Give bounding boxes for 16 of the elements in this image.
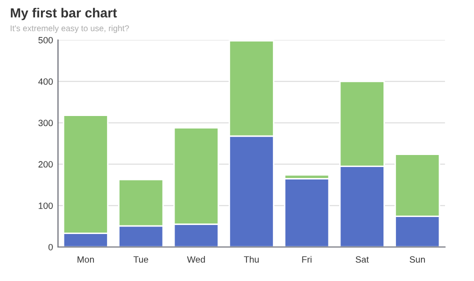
x-tick-label: Mon	[78, 256, 94, 263]
y-tick-label: 500	[38, 36, 53, 44]
x-tick-label: Sat	[356, 256, 369, 263]
x-tick-label: Wed	[187, 256, 205, 263]
y-tick-label: 300	[38, 120, 53, 126]
bar	[284, 178, 330, 247]
y-tick-label: 400	[38, 78, 53, 85]
y-tick-label: 100	[38, 202, 53, 209]
x-tick-label: Tue	[134, 256, 148, 263]
x-tick-label: Fri	[302, 256, 312, 263]
x-tick-label: Thu	[244, 256, 259, 263]
chart-title: My first bar chart	[10, 8, 117, 20]
chart-subtitle: It's extremely easy to use, right?	[10, 25, 129, 33]
y-tick-label: 0	[48, 244, 53, 250]
y-tick-label: 200	[38, 161, 53, 168]
x-tick-label: Sun	[410, 256, 425, 263]
